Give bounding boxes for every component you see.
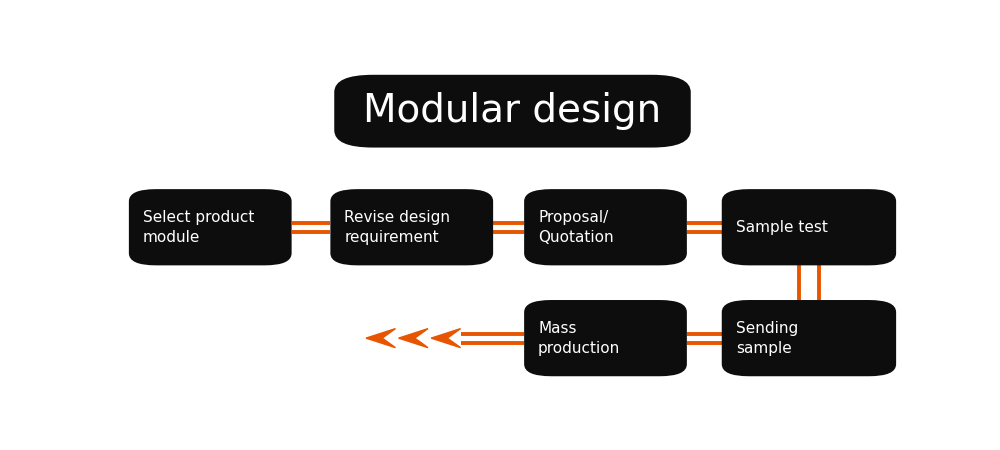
Polygon shape — [431, 328, 461, 348]
Polygon shape — [399, 328, 428, 348]
FancyBboxPatch shape — [334, 75, 691, 148]
Text: Select product
module: Select product module — [143, 210, 254, 245]
Text: Revise design
requirement: Revise design requirement — [344, 210, 450, 245]
Polygon shape — [366, 328, 395, 348]
Text: Mass
production: Mass production — [538, 321, 620, 356]
FancyBboxPatch shape — [722, 300, 896, 376]
Text: Sample test: Sample test — [736, 220, 828, 235]
FancyBboxPatch shape — [330, 189, 493, 266]
Text: Sending
sample: Sending sample — [736, 321, 798, 356]
FancyBboxPatch shape — [524, 189, 687, 266]
Text: Proposal/
Quotation: Proposal/ Quotation — [538, 210, 614, 245]
FancyBboxPatch shape — [129, 189, 292, 266]
Text: Modular design: Modular design — [363, 92, 662, 130]
FancyBboxPatch shape — [524, 300, 687, 376]
FancyBboxPatch shape — [722, 189, 896, 266]
